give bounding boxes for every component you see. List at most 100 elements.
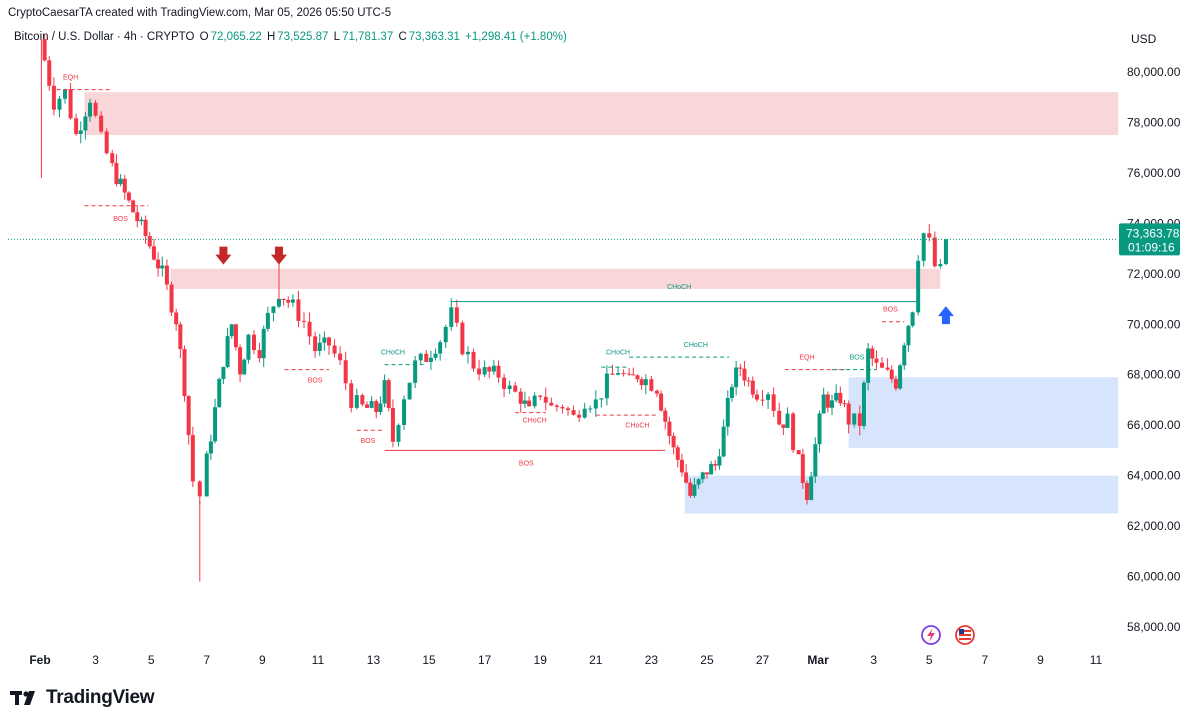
candle-body xyxy=(182,349,187,397)
candle-body xyxy=(777,410,782,425)
price-chart[interactable]: EQH BOS CHoCH BOS BOS BOS CHoCH CHoCH CHoCH CHoCH… xyxy=(0,0,1200,680)
time-axis: Feb 3 5 7 9 11 13 15 17 19 21 23 25 27 Mar 3 5 7 9 11 xyxy=(29,653,1102,667)
structure-label: BOS xyxy=(361,438,376,445)
candle-body xyxy=(257,350,262,359)
candle-body xyxy=(604,373,609,399)
demand-zone xyxy=(848,377,1119,448)
candle-body xyxy=(197,481,202,497)
structure-label: CHoCH xyxy=(523,418,547,425)
candle-body xyxy=(418,353,423,361)
candle-body xyxy=(78,130,83,135)
candle-body xyxy=(369,401,374,408)
candle-body xyxy=(290,299,295,303)
candle-body xyxy=(746,380,751,382)
candle-body xyxy=(281,298,286,300)
candle-body xyxy=(943,239,948,265)
candle-body xyxy=(729,387,734,399)
candle-body xyxy=(217,378,222,408)
structure-lines-layer: EQH BOS CHoCH BOS BOS BOS CHoCH CHoCH CHoCH CHoCH… xyxy=(8,75,1116,468)
candle-body xyxy=(332,345,337,354)
candle-body xyxy=(147,236,152,247)
price-tick-label: 78,000.00 xyxy=(1127,115,1181,129)
candle-body xyxy=(721,426,726,457)
candle-body xyxy=(857,413,862,426)
candle-body xyxy=(110,153,115,164)
candle-body xyxy=(518,391,523,404)
candle-body xyxy=(225,336,230,367)
close-label: C xyxy=(398,31,407,43)
candle-body xyxy=(838,392,843,404)
candle-body xyxy=(627,373,632,375)
time-tick-label: 11 xyxy=(312,653,325,667)
high-label: H xyxy=(266,31,276,43)
candle-body xyxy=(902,345,907,366)
candle-body xyxy=(471,351,476,369)
tradingview-logo[interactable]: TradingView xyxy=(10,687,155,709)
time-tick-label: 13 xyxy=(367,653,381,667)
arrow-up-icon xyxy=(937,306,954,325)
supply-zone xyxy=(84,92,1119,136)
candle-body xyxy=(390,407,395,442)
candle-body xyxy=(343,360,348,384)
time-tick-label: 5 xyxy=(148,653,155,667)
price-tick-label: 80,000.00 xyxy=(1127,65,1181,79)
candle-body xyxy=(734,367,739,388)
structure-label: CHoCH xyxy=(606,350,630,357)
lightning-icon[interactable] xyxy=(921,625,941,645)
candle-body xyxy=(804,482,809,501)
price-tick-label: 76,000.00 xyxy=(1127,166,1181,180)
price-axis: 80,000.0078,000.0076,000.0074,000.0072,0… xyxy=(1119,65,1181,634)
candle-body xyxy=(880,362,885,368)
candle-body xyxy=(675,447,680,460)
symbol-name[interactable]: Bitcoin / U.S. Dollar · 4h · CRYPTO xyxy=(14,31,195,43)
candle-body xyxy=(889,369,894,380)
candle-body xyxy=(160,265,165,269)
candle-body xyxy=(221,366,226,379)
structure-label: BOS xyxy=(308,377,323,384)
candle-body xyxy=(639,379,644,386)
time-tick-label: 27 xyxy=(756,653,770,667)
candle-body xyxy=(131,200,136,213)
countdown-label: 01:09:16 xyxy=(1128,240,1175,254)
candle-body xyxy=(616,373,621,375)
candle-body xyxy=(378,403,383,413)
candle-body xyxy=(174,312,179,325)
time-tick-label: 11 xyxy=(1090,653,1103,667)
candle-body xyxy=(51,85,56,110)
candle-body xyxy=(571,410,576,415)
candle-body xyxy=(118,178,123,185)
candle-body xyxy=(169,284,174,313)
candle-body xyxy=(621,373,626,375)
candle-body xyxy=(825,394,830,408)
candle-body xyxy=(610,373,615,375)
us-flag-icon[interactable] xyxy=(955,625,975,645)
low-label: L xyxy=(333,31,341,43)
price-tick-label: 72,000.00 xyxy=(1127,267,1181,281)
candle-body xyxy=(893,379,898,389)
candle-body xyxy=(322,337,327,343)
candle-body xyxy=(750,380,755,395)
candle-body xyxy=(74,118,79,135)
candle-body xyxy=(491,365,496,372)
event-icons xyxy=(921,625,975,645)
demand-zone xyxy=(684,475,1119,514)
candle-body xyxy=(659,393,664,411)
price-tick-label: 66,000.00 xyxy=(1127,418,1181,432)
candle-body xyxy=(874,358,879,363)
candle-body xyxy=(870,348,875,359)
low-value: 71,781.37 xyxy=(342,31,394,43)
candle-body xyxy=(261,328,266,359)
candle-body xyxy=(766,394,771,400)
time-tick-label: 25 xyxy=(700,653,714,667)
candle-body xyxy=(898,365,903,389)
candle-body xyxy=(927,233,932,238)
candle-body xyxy=(800,454,805,483)
currency-label[interactable]: USD xyxy=(1131,32,1157,46)
candle-body xyxy=(527,400,532,407)
tradingview-mark-icon xyxy=(10,691,35,705)
candle-body xyxy=(643,379,648,386)
candle-body xyxy=(396,424,401,442)
candle-body xyxy=(532,395,537,407)
candle-body xyxy=(507,385,512,389)
candle-body xyxy=(460,322,465,355)
